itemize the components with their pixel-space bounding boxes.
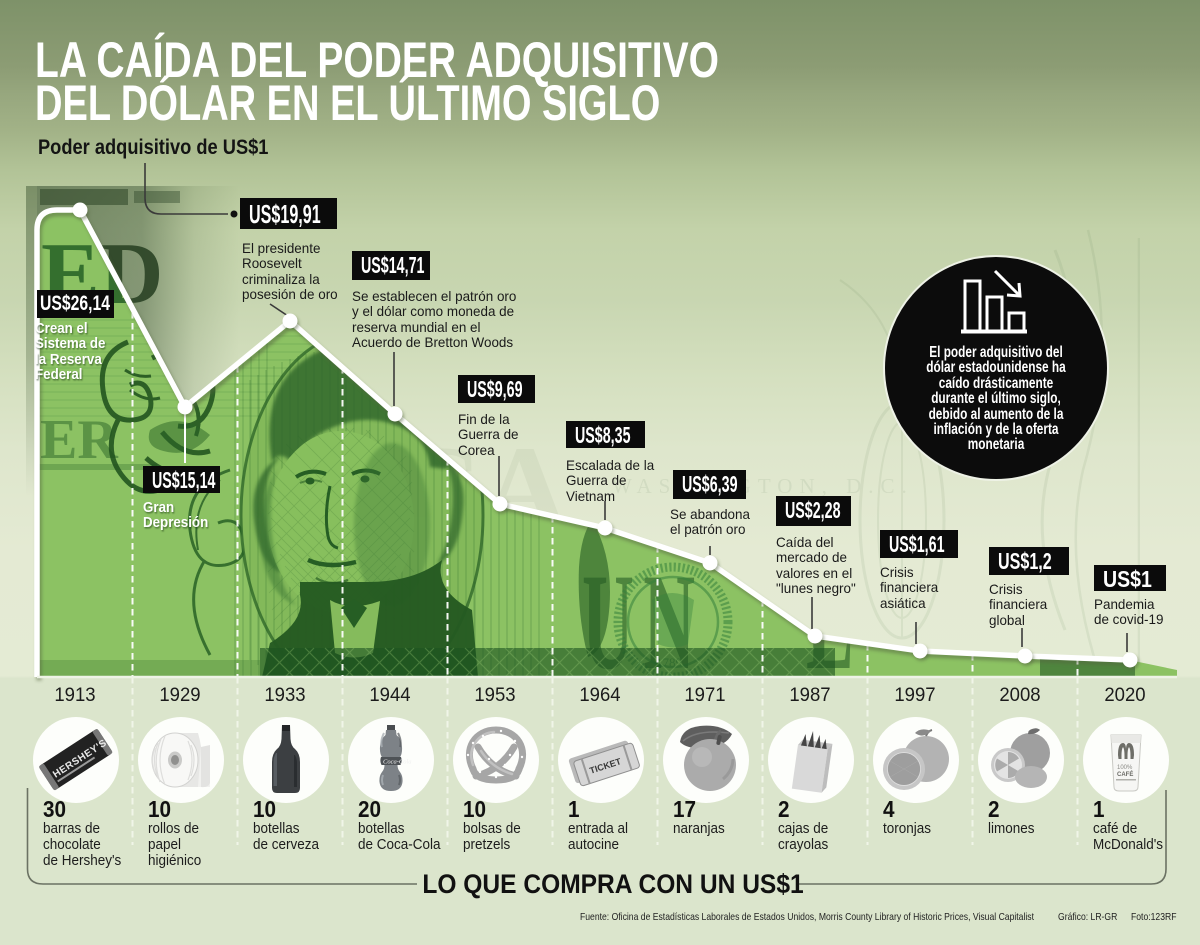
svg-text:Coca-Cola: Coca-Cola — [383, 759, 412, 766]
svg-text:ER: ER — [40, 409, 118, 471]
svg-text:CAFÉ: CAFÉ — [1117, 770, 1133, 778]
svg-text:100%: 100% — [1117, 765, 1133, 771]
svg-text:WASHINGTON, D.C.: WASHINGTON, D.C. — [612, 474, 914, 498]
